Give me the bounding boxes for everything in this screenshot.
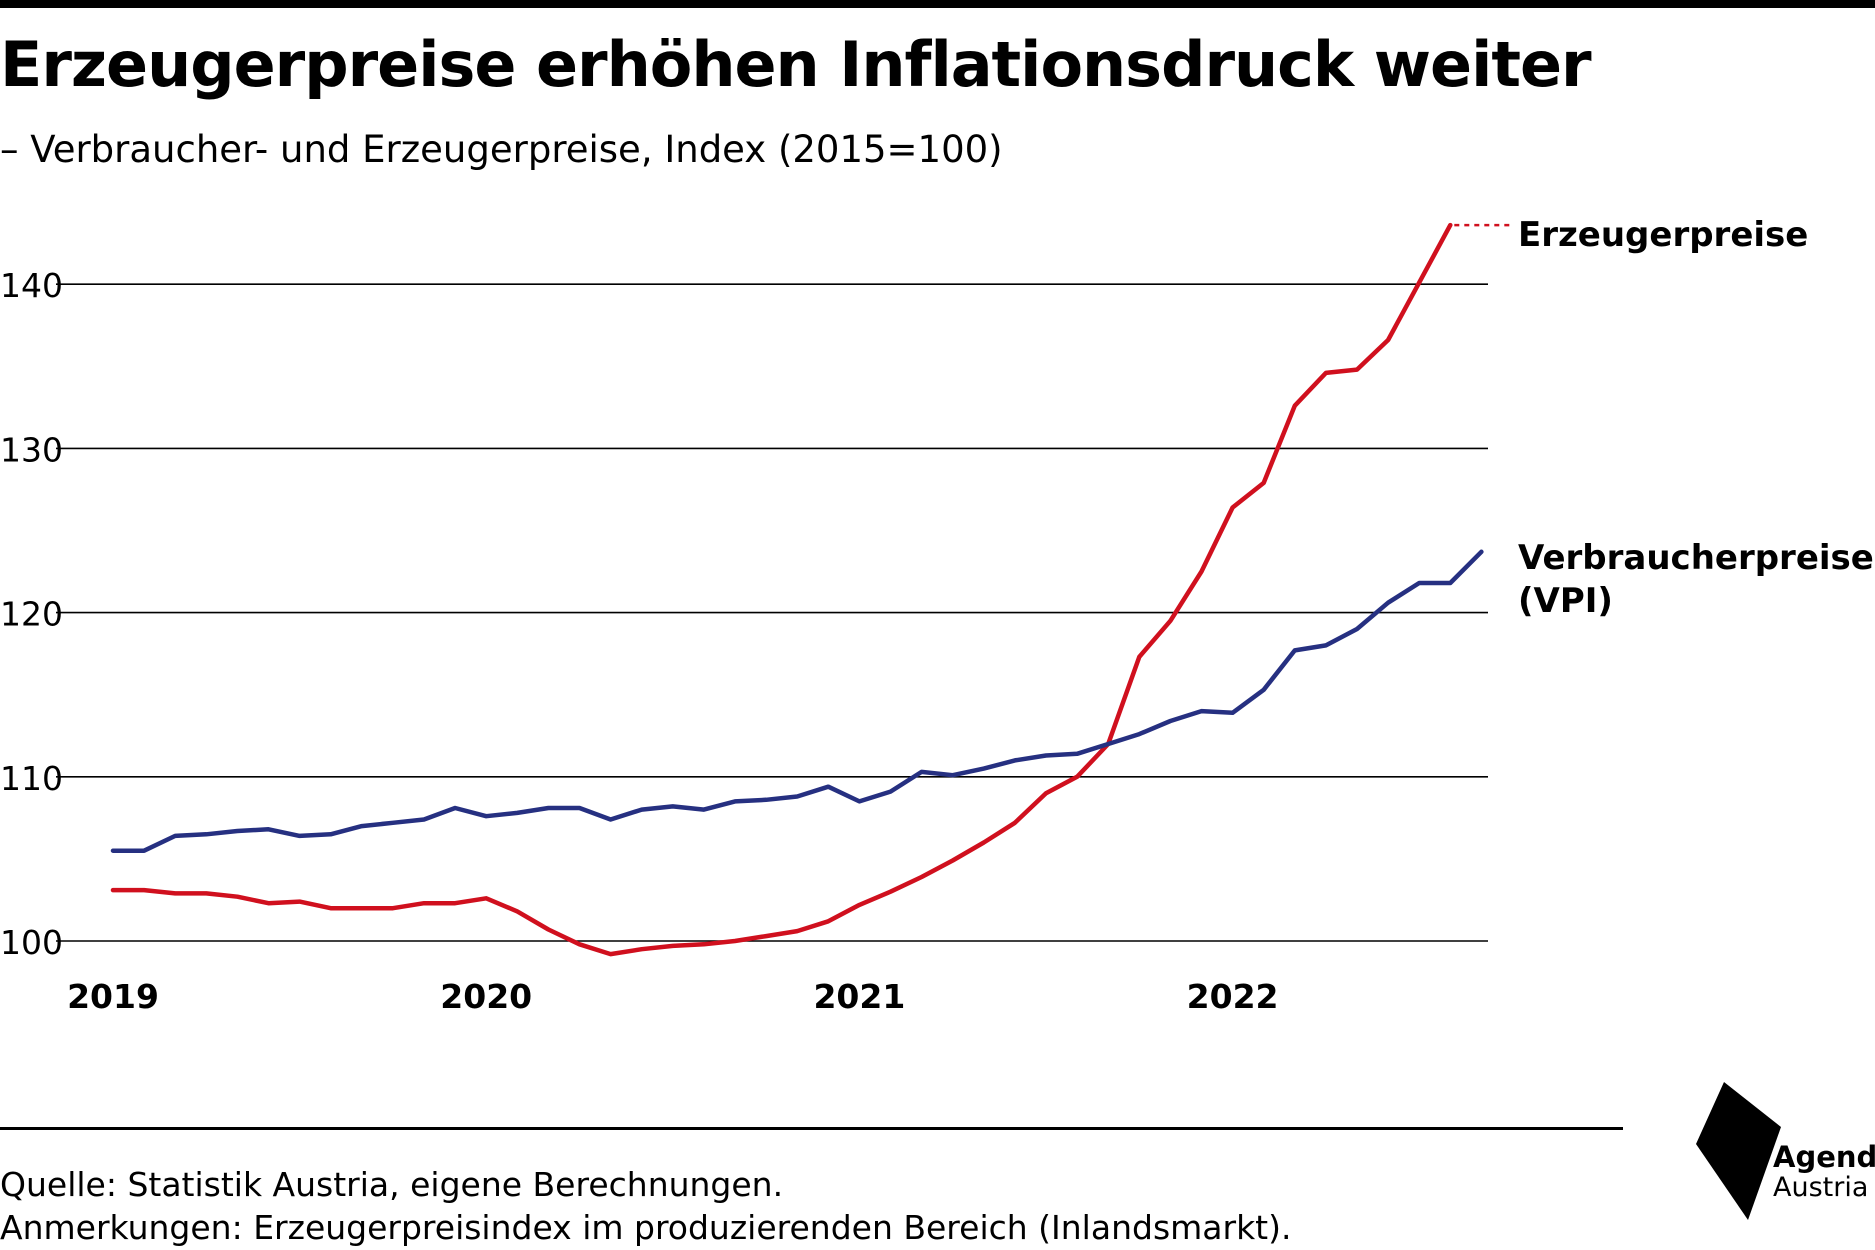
y-tick-label-120: 120 <box>0 595 63 634</box>
y-tick-label-140: 140 <box>0 266 63 305</box>
x-tick-label-2019: 2019 <box>67 977 159 1016</box>
series-label-erzeugerpreise: Erzeugerpreise <box>1518 215 1808 255</box>
x-tick-label-2020: 2020 <box>440 977 532 1016</box>
remarks-note: Anmerkungen: Erzeugerpreisindex im produ… <box>0 1208 1292 1247</box>
agenda-austria-logo-icon <box>1696 1082 1781 1220</box>
chart-title: Erzeugerpreise erhöhen Inflationsdruck w… <box>0 28 1592 101</box>
series-label-line-2: (VPI) <box>1518 581 1613 621</box>
footer-rule <box>0 1127 1623 1130</box>
x-tick-label-2022: 2022 <box>1187 977 1279 1016</box>
series-label-line-1: Verbraucherpreise <box>1518 538 1874 578</box>
top-rule <box>0 0 1875 8</box>
y-tick-label-130: 130 <box>0 430 63 469</box>
y-tick-label-100: 100 <box>0 923 63 962</box>
y-tick-label-110: 110 <box>0 759 63 798</box>
chart-subtitle: – Verbraucher- und Erzeugerpreise, Index… <box>0 128 1003 171</box>
logo-subtitle: Austria <box>1773 1172 1869 1203</box>
source-note: Quelle: Statistik Austria, eigene Berech… <box>0 1165 784 1204</box>
series-label-verbraucherpreise: Verbraucherpreise (VPI) <box>1518 538 1874 621</box>
line-chart: 100 110 120 130 140 2019 2020 2021 2022 Erzeugerp… <box>0 215 1874 1016</box>
logo-name: Agenda <box>1773 1140 1875 1174</box>
x-tick-label-2021: 2021 <box>813 977 905 1016</box>
series-line-erzeugerpreise <box>110 222 1453 957</box>
series-line-verbraucherpreise <box>110 549 1484 853</box>
